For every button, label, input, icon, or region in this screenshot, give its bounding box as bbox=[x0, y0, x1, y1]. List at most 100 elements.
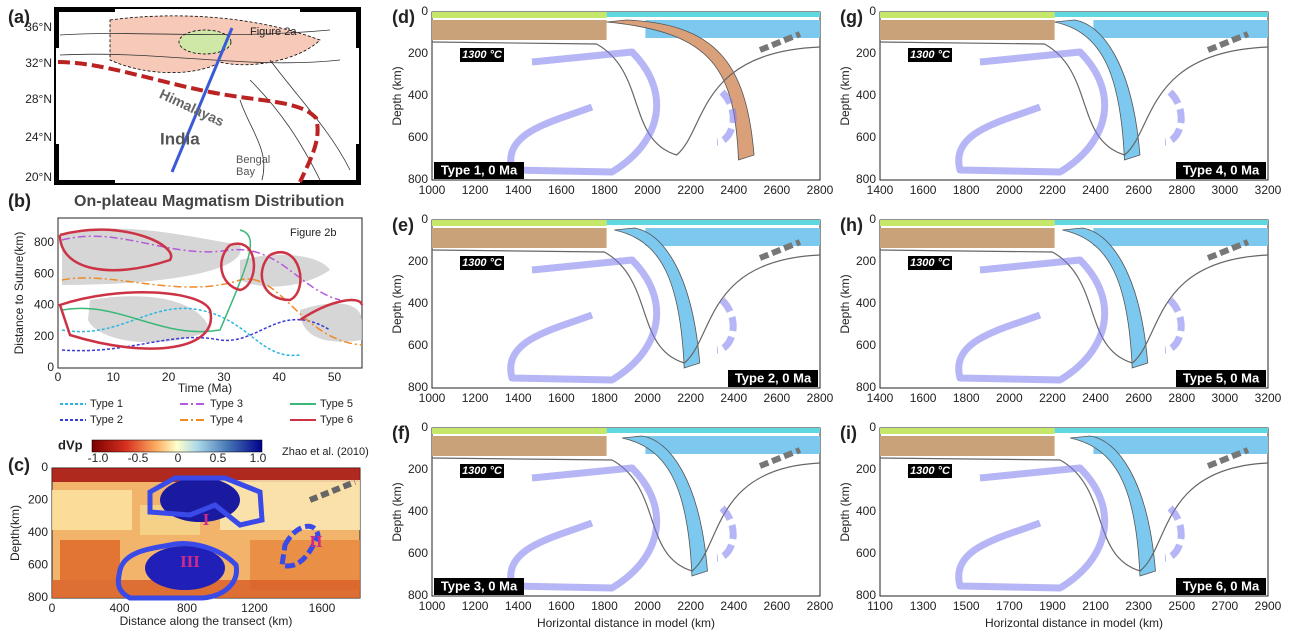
x-tick-label: 1400 bbox=[867, 183, 894, 197]
panel-label: (d) bbox=[392, 7, 415, 27]
x-tick-label: 3000 bbox=[1212, 183, 1239, 197]
type-outline bbox=[61, 318, 331, 352]
lithosphere bbox=[1093, 20, 1268, 38]
tomography-outline bbox=[716, 89, 737, 146]
x-tick-label: 2600 bbox=[764, 599, 791, 613]
isotherm-label: 1300 °C bbox=[910, 257, 951, 269]
colorbar-tick-label: -1.0 bbox=[88, 451, 109, 465]
crust-layer bbox=[432, 428, 607, 434]
tomography-outline bbox=[507, 48, 661, 176]
lithosphere bbox=[432, 228, 607, 248]
type-label: Type 3, 0 Ma bbox=[441, 578, 518, 593]
x-tick-label: 2700 bbox=[1212, 599, 1239, 613]
slab bbox=[1054, 19, 1141, 161]
panel-label: (i) bbox=[840, 423, 857, 443]
tomography-outline bbox=[1164, 297, 1185, 354]
x-axis-label: Horizontal distance in model (km) bbox=[985, 616, 1163, 630]
lithosphere bbox=[432, 20, 607, 40]
slab bbox=[622, 435, 708, 577]
magmatism-zone bbox=[178, 29, 232, 55]
x-tick-label: 2100 bbox=[1082, 599, 1109, 613]
distribution-area bbox=[300, 303, 362, 342]
y-tick-label: 200 bbox=[408, 46, 428, 60]
type-label: Type 1, 0 Ma bbox=[441, 162, 518, 177]
x-tick-label: 1000 bbox=[419, 599, 446, 613]
x-tick-label: 3000 bbox=[1212, 391, 1239, 405]
x-tick-label: 400 bbox=[109, 601, 129, 615]
x-tick-label: 2200 bbox=[677, 183, 704, 197]
y-tick-label: 200 bbox=[28, 493, 48, 507]
tomography-outline bbox=[1164, 505, 1185, 562]
y-tick-label: 0 bbox=[421, 212, 428, 226]
y-tick-label: 600 bbox=[34, 266, 54, 280]
x-axis-label: Distance along the transect (km) bbox=[120, 614, 293, 628]
y-axis-label: Depth(km) bbox=[8, 505, 22, 561]
legend-label: Type 5 bbox=[320, 398, 353, 410]
x-tick-label: 1600 bbox=[910, 183, 937, 197]
x-tick-label: 1800 bbox=[953, 391, 980, 405]
map-frame-tick bbox=[356, 144, 360, 184]
tomography-outline bbox=[955, 464, 1109, 592]
tomography-outline bbox=[716, 297, 737, 354]
map-boundary bbox=[59, 29, 331, 36]
type-label: Type 4, 0 Ma bbox=[1183, 162, 1260, 177]
suture-line bbox=[57, 60, 320, 183]
x-tick-label: 2600 bbox=[1125, 183, 1152, 197]
isotherm-label: 1300 °C bbox=[462, 257, 503, 269]
x-tick-label: 2000 bbox=[634, 599, 661, 613]
x-tick-label: 2200 bbox=[677, 599, 704, 613]
isotherm-label-box bbox=[908, 464, 952, 478]
colorbar bbox=[91, 439, 263, 453]
type-label-box bbox=[434, 578, 524, 595]
type-outline bbox=[61, 229, 252, 333]
velocity-anomaly bbox=[52, 468, 360, 482]
legend-label: Type 6 bbox=[320, 414, 353, 426]
lat-label: 36°N bbox=[25, 20, 52, 34]
y-axis-label: Depth (km) bbox=[838, 482, 852, 541]
y-tick-label: 400 bbox=[856, 296, 876, 310]
isotherm-label: 1300 °C bbox=[462, 49, 503, 61]
x-tick-label: 1000 bbox=[419, 183, 446, 197]
map-boundary bbox=[59, 53, 341, 64]
crust-layer bbox=[880, 220, 1055, 226]
x-tick-label: 2300 bbox=[1125, 599, 1152, 613]
map-annotation: India bbox=[160, 129, 200, 148]
y-tick-label: 200 bbox=[856, 254, 876, 268]
isotherm-contour bbox=[879, 249, 1269, 364]
x-tick-label: 1300 bbox=[910, 599, 937, 613]
y-tick-label: 600 bbox=[408, 130, 428, 144]
x-tick-label: 2600 bbox=[1125, 391, 1152, 405]
x-tick-label: 1000 bbox=[419, 391, 446, 405]
y-tick-label: 0 bbox=[421, 420, 428, 434]
tomography-outline bbox=[955, 256, 1109, 384]
y-tick-label: 200 bbox=[408, 254, 428, 268]
y-axis-label: Depth (km) bbox=[838, 66, 852, 125]
slab-trace bbox=[308, 479, 357, 503]
x-tick-label: 2400 bbox=[1082, 391, 1109, 405]
x-tick-label: 30 bbox=[217, 370, 231, 384]
slab-trace bbox=[1206, 447, 1250, 469]
y-tick-label: 0 bbox=[869, 420, 876, 434]
anomaly-outline bbox=[147, 475, 265, 528]
anomaly-label: III bbox=[180, 552, 200, 571]
x-tick-label: 1400 bbox=[505, 183, 532, 197]
y-tick-label: 0 bbox=[869, 4, 876, 18]
slab-trace bbox=[758, 447, 802, 469]
y-tick-label: 0 bbox=[421, 4, 428, 18]
y-axis-label: Depth (km) bbox=[390, 274, 404, 333]
lat-label: 28°N bbox=[25, 92, 52, 106]
slab-trace bbox=[1206, 239, 1250, 261]
isotherm-label-box bbox=[460, 48, 504, 62]
isotherm-label-box bbox=[460, 256, 504, 270]
x-tick-label: 1800 bbox=[591, 183, 618, 197]
panel-label: (c) bbox=[8, 455, 30, 475]
x-tick-label: 2200 bbox=[677, 391, 704, 405]
map-frame-tick bbox=[300, 8, 360, 12]
type-outline bbox=[58, 228, 364, 350]
y-axis-label: Depth (km) bbox=[838, 274, 852, 333]
y-tick-label: 800 bbox=[408, 380, 428, 394]
colorbar-tick-label: -0.5 bbox=[128, 451, 149, 465]
y-tick-label: 400 bbox=[408, 504, 428, 518]
map-frame-tick bbox=[356, 8, 360, 48]
y-tick-label: 200 bbox=[856, 462, 876, 476]
